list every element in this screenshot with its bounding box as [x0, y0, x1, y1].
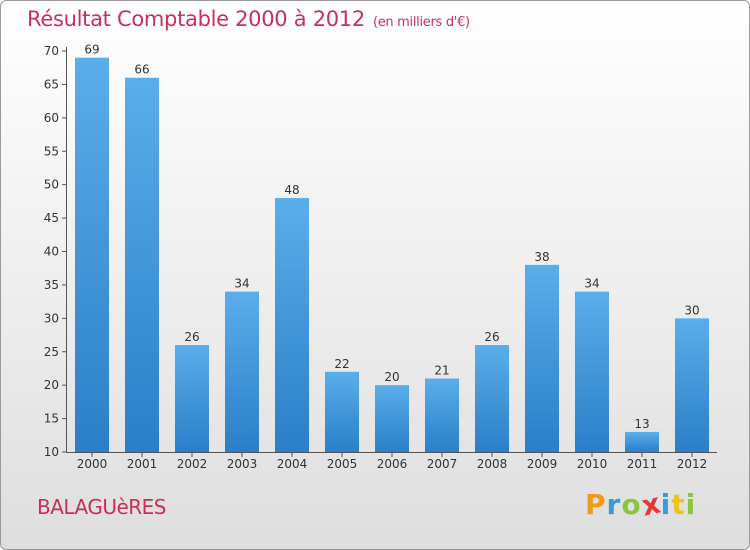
x-tick-label: 2011 — [627, 457, 658, 471]
bar-2006 — [375, 385, 409, 452]
x-tick-label: 2007 — [427, 457, 458, 471]
logo-letter: o — [621, 488, 642, 521]
bar-value-label: 34 — [584, 277, 599, 291]
x-tick-label: 2012 — [677, 457, 708, 471]
chart-axes: 10 15 20 25 30 35 40 45 50 55 60 65 70 2000 2001 2002 20… — [44, 44, 717, 471]
y-tick-label: 65 — [44, 77, 59, 91]
bar-value-label: 13 — [634, 417, 649, 431]
logo-letter: i — [685, 488, 697, 521]
x-tick-label: 2006 — [377, 457, 408, 471]
bar-value-label: 26 — [184, 330, 199, 344]
bar-2007 — [425, 378, 459, 452]
bar-2008 — [475, 345, 509, 452]
x-tick-label: 2000 — [77, 457, 108, 471]
location-label: BALAGUèRES — [37, 495, 167, 519]
y-tick-label: 50 — [44, 178, 59, 192]
bar-2000 — [75, 57, 109, 452]
y-tick-label: 30 — [44, 311, 59, 325]
bar-2010 — [575, 291, 609, 452]
logo-letter: P — [585, 488, 607, 521]
x-tick-label: 2005 — [327, 457, 358, 471]
bar-value-label: 66 — [134, 63, 149, 77]
bar-2002 — [175, 345, 209, 452]
y-tick-label: 55 — [44, 144, 59, 158]
bar-value-label: 21 — [434, 363, 449, 377]
bar-value-label: 20 — [384, 370, 399, 384]
logo-letter: t — [671, 488, 686, 521]
x-tick-label: 2001 — [127, 457, 158, 471]
y-tick-label: 45 — [44, 211, 59, 225]
y-tick-label: 60 — [44, 111, 59, 125]
bar-value-label: 34 — [234, 277, 249, 291]
y-tick-label: 20 — [44, 378, 59, 392]
y-tick-label: 40 — [44, 245, 59, 259]
x-tick-label: 2002 — [177, 457, 208, 471]
bar-2004 — [275, 198, 309, 452]
logo-letter: i — [660, 488, 672, 521]
y-tick-label: 10 — [44, 445, 59, 459]
bar-value-label: 30 — [684, 303, 699, 317]
y-tick-label: 25 — [44, 345, 59, 359]
proxiti-logo: Proxiti — [585, 486, 697, 522]
bar-2003 — [225, 291, 259, 452]
bar-value-label: 38 — [534, 250, 549, 264]
chart-title: Résultat Comptable 2000 à 2012 (en millie… — [27, 7, 470, 31]
chart-bars: 69 66 26 34 48 22 20 21 26 38 34 13 30 — [75, 43, 709, 452]
x-tick-label: 2003 — [227, 457, 258, 471]
bar-value-label: 22 — [334, 357, 349, 371]
x-tick-label: 2009 — [527, 457, 558, 471]
bar-2011 — [625, 431, 659, 452]
y-tick-label: 35 — [44, 278, 59, 292]
y-tick-label: 15 — [44, 412, 59, 426]
chart-title-text: Résultat Comptable 2000 à 2012 — [27, 7, 365, 31]
bar-value-label: 48 — [284, 183, 299, 197]
x-tick-label: 2004 — [277, 457, 308, 471]
chart-subtitle: (en milliers d'€) — [372, 15, 470, 30]
bar-2001 — [125, 77, 159, 452]
x-tick-label: 2010 — [577, 457, 608, 471]
bar-2005 — [325, 371, 359, 452]
bar-value-label: 26 — [484, 330, 499, 344]
bar-2009 — [525, 264, 559, 452]
y-tick-label: 70 — [44, 44, 59, 58]
logo-letter: r — [606, 488, 622, 521]
x-tick-label: 2008 — [477, 457, 508, 471]
bar-value-label: 69 — [84, 43, 99, 57]
bar-2012 — [675, 318, 709, 452]
